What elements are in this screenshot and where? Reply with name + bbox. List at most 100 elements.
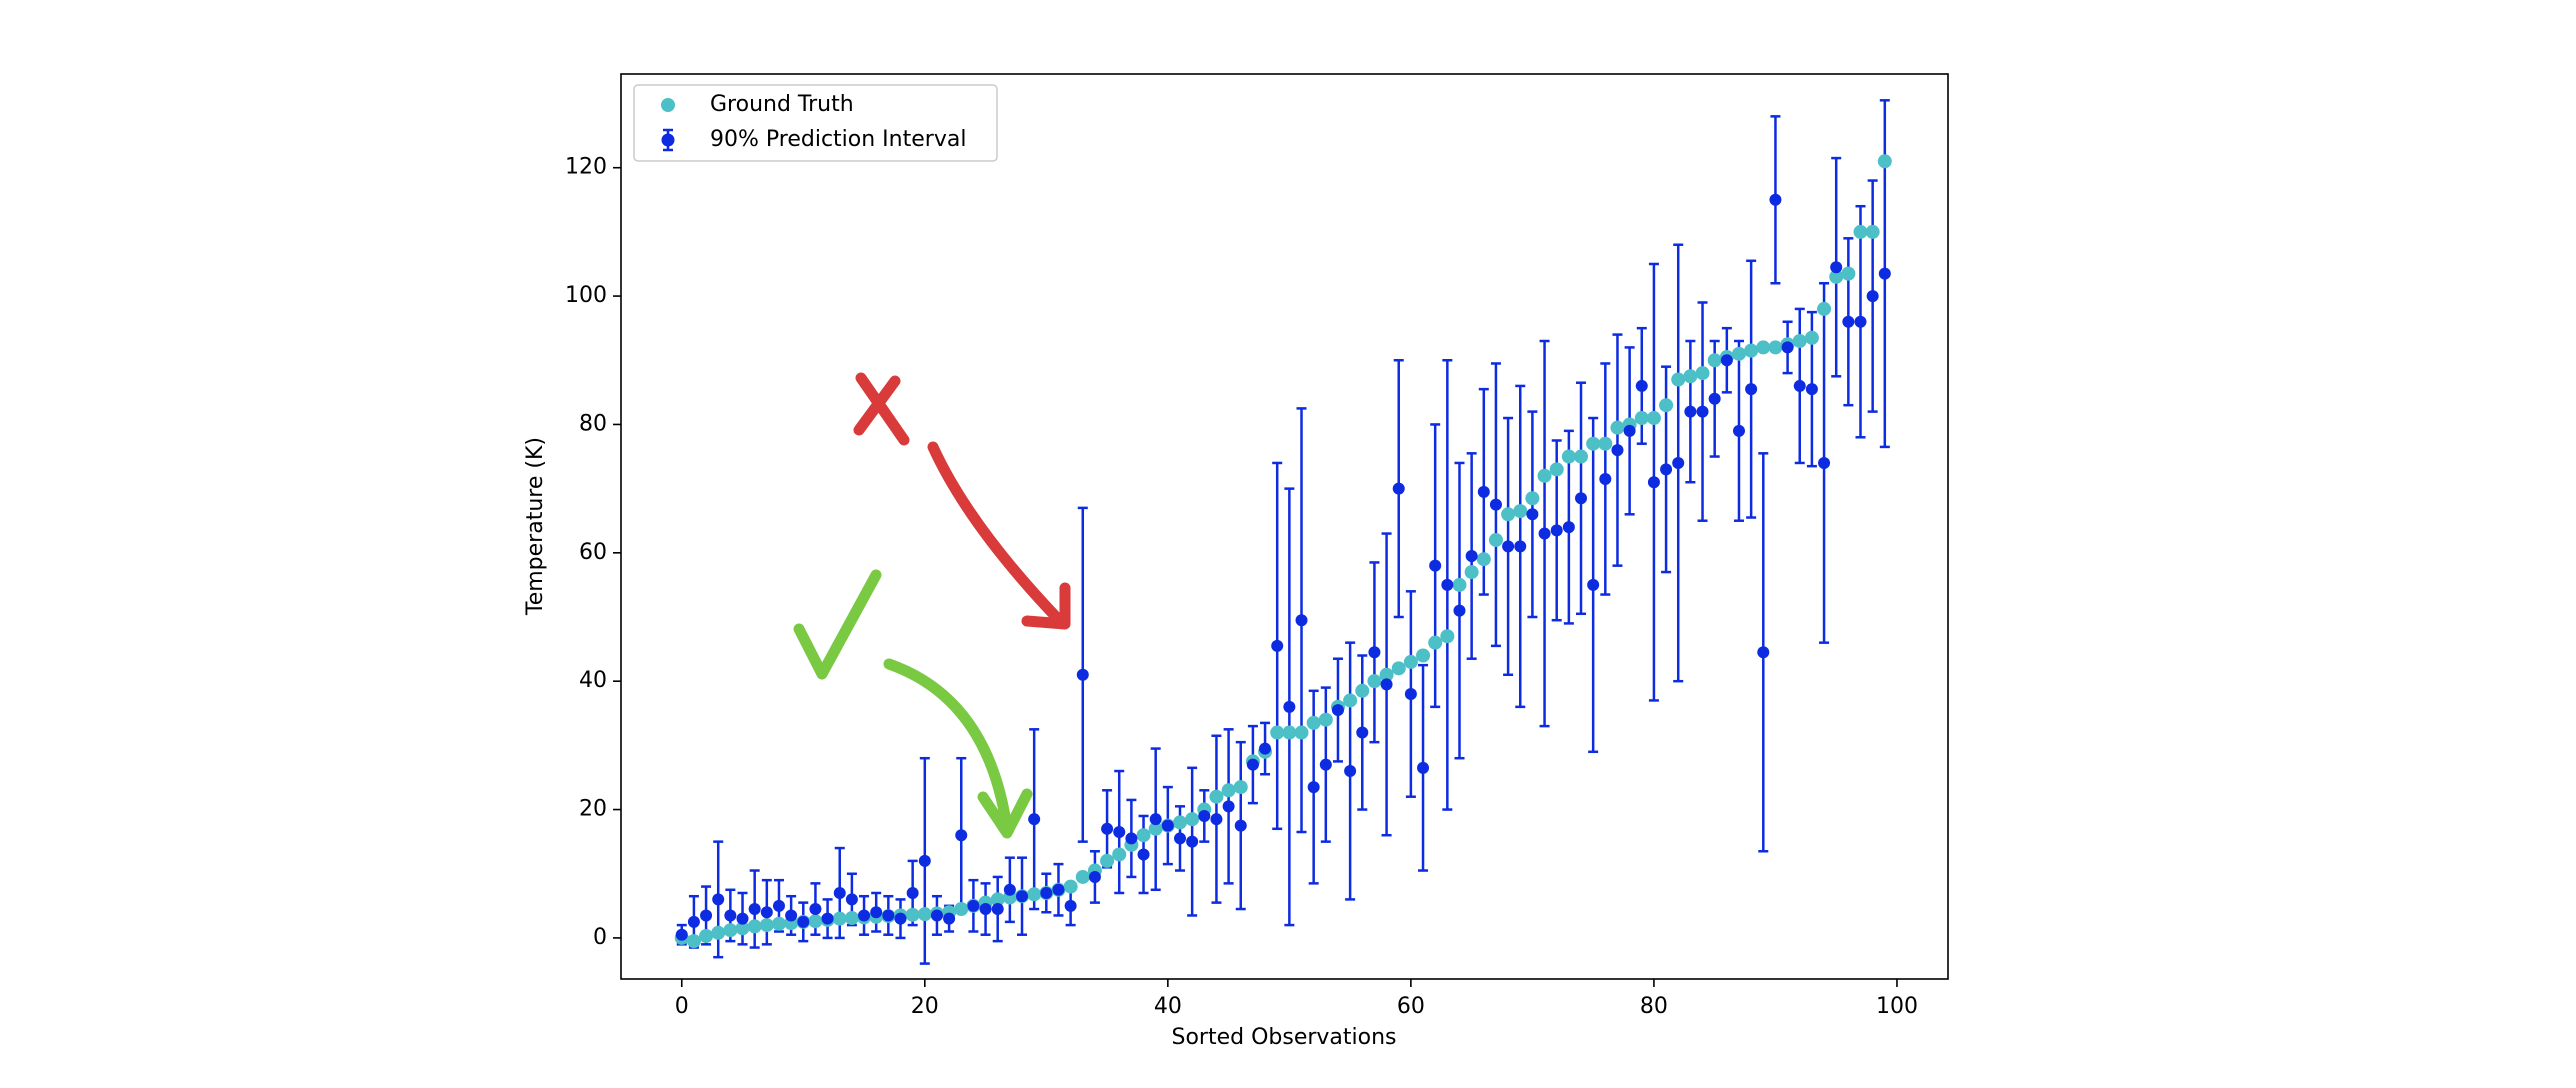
- prediction-point: [1818, 456, 1831, 469]
- ground-truth-point: [723, 923, 738, 938]
- prediction-point: [1210, 813, 1223, 826]
- ground-truth-point: [1476, 552, 1491, 567]
- prediction-point: [1647, 476, 1660, 489]
- prediction-point: [1113, 826, 1126, 839]
- x-tick-label: 0: [675, 994, 689, 1019]
- prediction-point: [833, 886, 846, 899]
- prediction-point: [1149, 813, 1162, 826]
- prediction-point: [1854, 315, 1867, 328]
- prediction-point: [1842, 315, 1855, 328]
- prediction-point: [1672, 456, 1685, 469]
- ground-truth-point: [1100, 853, 1115, 868]
- prediction-point: [1696, 405, 1709, 418]
- prediction-point: [1684, 405, 1697, 418]
- ground-truth-point: [699, 928, 714, 943]
- ground-truth-point: [1355, 683, 1370, 698]
- prediction-point: [675, 928, 688, 941]
- prediction-point: [1040, 886, 1053, 899]
- prediction-point: [772, 899, 785, 912]
- ground-truth-point: [1488, 532, 1503, 547]
- ground-truth-point: [1549, 462, 1564, 477]
- prediction-point: [1866, 290, 1879, 303]
- ground-truth-point: [1877, 154, 1892, 169]
- prediction-point: [1283, 700, 1296, 713]
- prediction-point: [943, 912, 956, 925]
- prediction-point: [1793, 379, 1806, 392]
- prediction-point: [1429, 559, 1442, 572]
- ground-truth-point: [1683, 369, 1698, 384]
- ground-truth-point: [1294, 725, 1309, 740]
- prediction-point: [1064, 899, 1077, 912]
- ground-truth-point: [1148, 821, 1163, 836]
- prediction-point: [845, 893, 858, 906]
- prediction-point: [955, 829, 968, 842]
- prediction-point: [1575, 492, 1588, 505]
- legend-box: [633, 84, 998, 162]
- axes-frame: [620, 73, 1949, 980]
- prediction-point: [1331, 704, 1344, 717]
- ground-truth-point: [1695, 366, 1710, 381]
- ground-truth-point: [1501, 507, 1516, 522]
- prediction-point: [809, 903, 822, 916]
- ground-truth-point: [832, 911, 847, 926]
- ground-truth-point: [1379, 667, 1394, 682]
- ground-truth-point: [1221, 783, 1236, 798]
- prediction-point: [906, 886, 919, 899]
- prediction-point: [870, 906, 883, 919]
- prediction-point: [821, 912, 834, 925]
- prediction-point: [1417, 761, 1430, 774]
- prediction-point: [712, 893, 725, 906]
- prediction-point: [1830, 261, 1843, 274]
- ground-truth-point: [1853, 224, 1868, 239]
- y-tick-label: 100: [565, 283, 607, 308]
- prediction-point: [1173, 832, 1186, 845]
- y-tick-label: 20: [579, 797, 607, 822]
- ground-truth-point: [990, 892, 1005, 907]
- ground-truth-point: [1270, 725, 1285, 740]
- prediction-point: [1477, 485, 1490, 498]
- prediction-point: [1368, 646, 1381, 659]
- ground-truth-point: [1282, 725, 1297, 740]
- ground-truth-point: [1440, 629, 1455, 644]
- ground-truth-point: [1136, 828, 1151, 843]
- prediction-point: [1356, 726, 1369, 739]
- prediction-point: [1757, 646, 1770, 659]
- prediction-point: [1502, 540, 1515, 553]
- ground-truth-point: [1561, 449, 1576, 464]
- prediction-point: [1088, 870, 1101, 883]
- x-tick-label: 100: [1876, 994, 1918, 1019]
- prediction-point: [1805, 383, 1818, 396]
- ground-truth-point: [1707, 353, 1722, 368]
- ground-truth-point: [1452, 577, 1467, 592]
- legend: Ground Truth 90% Prediction Interval: [633, 84, 998, 162]
- x-tick-label: 60: [1397, 994, 1425, 1019]
- prediction-point: [1234, 819, 1247, 832]
- prediction-point: [1660, 463, 1673, 476]
- ground-truth-point: [1817, 301, 1832, 316]
- prediction-point: [1319, 758, 1332, 771]
- x-tick-label: 20: [911, 994, 939, 1019]
- prediction-point: [1587, 578, 1600, 591]
- y-tick-label: 120: [565, 155, 607, 180]
- y-tick-label: 0: [593, 925, 607, 950]
- annotations: [793, 372, 1071, 839]
- prediction-point: [882, 909, 895, 922]
- prediction-point: [1453, 604, 1466, 617]
- prediction-point: [1259, 742, 1272, 755]
- prediction-point: [1295, 614, 1308, 627]
- prediction-point: [1392, 482, 1405, 495]
- y-axis-label: Temperature (K): [523, 437, 548, 616]
- prediction-point: [1781, 341, 1794, 354]
- ground-truth-point: [1792, 334, 1807, 349]
- prediction-point: [1745, 383, 1758, 396]
- prediction-point: [724, 909, 737, 922]
- prediction-point: [1076, 668, 1089, 681]
- ground-truth-point: [1027, 887, 1042, 902]
- ground-truth-point: [1112, 847, 1127, 862]
- prediction-point: [760, 906, 773, 919]
- ground-truth-point: [1233, 780, 1248, 795]
- prediction-point: [1562, 521, 1575, 534]
- prediction-point: [1708, 392, 1721, 405]
- y-tick-label: 80: [579, 411, 607, 436]
